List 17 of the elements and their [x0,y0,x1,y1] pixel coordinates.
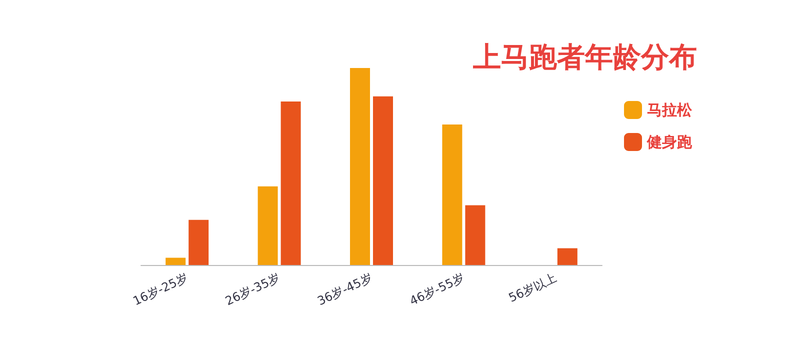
x-tick-label: 26岁-35岁 [223,270,282,308]
bar [166,258,186,265]
bar [280,101,301,265]
chart-title: 上马跑者年龄分布 [472,40,697,74]
legend-label: 马拉松 [647,101,693,119]
bar [465,205,486,265]
legend-label: 健身跑 [646,133,693,151]
bar [350,68,370,265]
x-tick-label: 16岁-25岁 [130,270,190,308]
x-tick-label: 56岁以上 [506,270,559,306]
bar [258,186,278,265]
bar [373,96,393,265]
bar [557,248,578,265]
x-tick-label: 46岁-55岁 [407,270,467,308]
x-tick-label: 36岁-45岁 [315,270,374,308]
bar [442,124,462,265]
bar [188,220,209,265]
